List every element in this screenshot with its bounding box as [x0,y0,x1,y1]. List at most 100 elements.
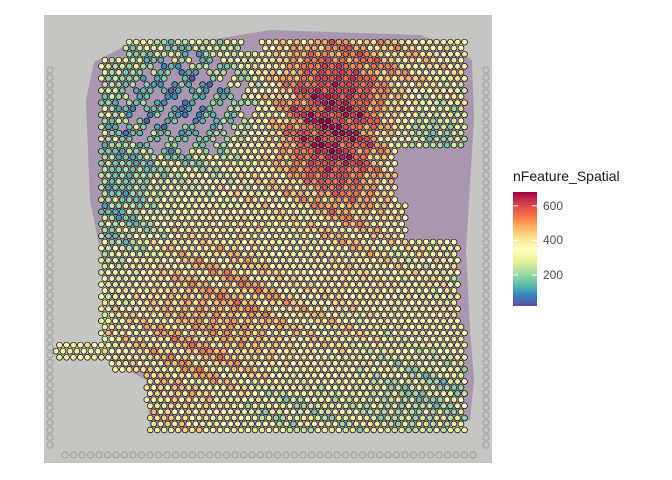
spot [314,317,322,325]
spot [454,50,461,58]
spot [241,299,248,306]
spot [293,172,301,179]
spot [237,208,245,216]
spot [174,244,182,252]
spot [304,166,311,173]
spot [202,244,210,252]
fiducial-dot [46,358,54,367]
spot [339,323,346,331]
spot [119,305,126,313]
spot [272,317,280,325]
spot [143,190,151,197]
spot [237,281,245,288]
spot [213,250,220,258]
spot [283,105,290,112]
spot [328,208,336,216]
spot [300,378,308,385]
spot [311,360,318,367]
spot [394,384,402,391]
spot [342,147,350,155]
spot [377,208,384,216]
spot [258,281,266,288]
spot [401,384,409,391]
spot [283,250,290,258]
spot [349,147,357,155]
spot [192,141,199,149]
spot [255,166,262,173]
spot [199,117,206,125]
spot [461,366,468,373]
spot [346,311,353,319]
spot [353,56,360,64]
spot [454,111,461,119]
spot [450,408,458,416]
spot [283,129,290,137]
spot [408,250,416,258]
spot [276,372,283,379]
spot [206,226,213,234]
spot [199,396,206,403]
spot [220,250,227,258]
spot [241,190,248,197]
spot [126,196,133,203]
spot [126,281,133,288]
fiducial-dot [46,336,54,344]
spot [429,81,437,88]
spot [373,420,381,428]
spot [318,178,325,185]
spot [436,408,444,416]
spot [454,87,461,94]
spot [255,299,262,306]
spot [269,287,276,294]
spot [335,402,343,410]
spot [311,141,318,149]
spot [248,56,255,64]
spot [237,269,245,276]
spot [185,396,192,403]
spot [265,305,273,313]
spot [443,81,451,88]
fiducial-dot [137,451,146,459]
spot [318,250,325,258]
spot [356,220,364,228]
spot [213,408,220,416]
spot [384,75,391,82]
spot [167,63,175,70]
spot [174,354,182,361]
spot [325,190,332,197]
fiducial-dot [435,451,443,459]
spot [258,329,266,337]
spot [370,135,377,143]
spot [426,281,433,288]
spot [447,305,454,313]
spot [356,390,364,397]
spot [450,287,458,294]
spot [269,56,276,64]
spot [391,38,398,46]
spot [440,366,447,373]
spot [234,323,241,331]
spot [223,426,231,434]
spot [112,184,119,191]
spot [391,147,398,155]
spot [426,354,433,361]
spot [346,44,353,52]
spot [461,341,468,349]
spot [98,160,105,167]
spot [349,196,357,203]
spot [241,226,248,234]
spot [447,378,454,385]
spot [178,81,185,88]
spot [387,275,395,282]
spot [391,160,398,167]
spot [373,323,381,331]
spot [443,275,451,282]
spot [419,111,426,119]
spot [143,384,151,391]
spot [126,305,133,313]
spot [304,141,311,149]
spot [220,93,227,100]
spot [363,38,370,46]
spot [339,105,346,112]
spot [122,117,130,125]
